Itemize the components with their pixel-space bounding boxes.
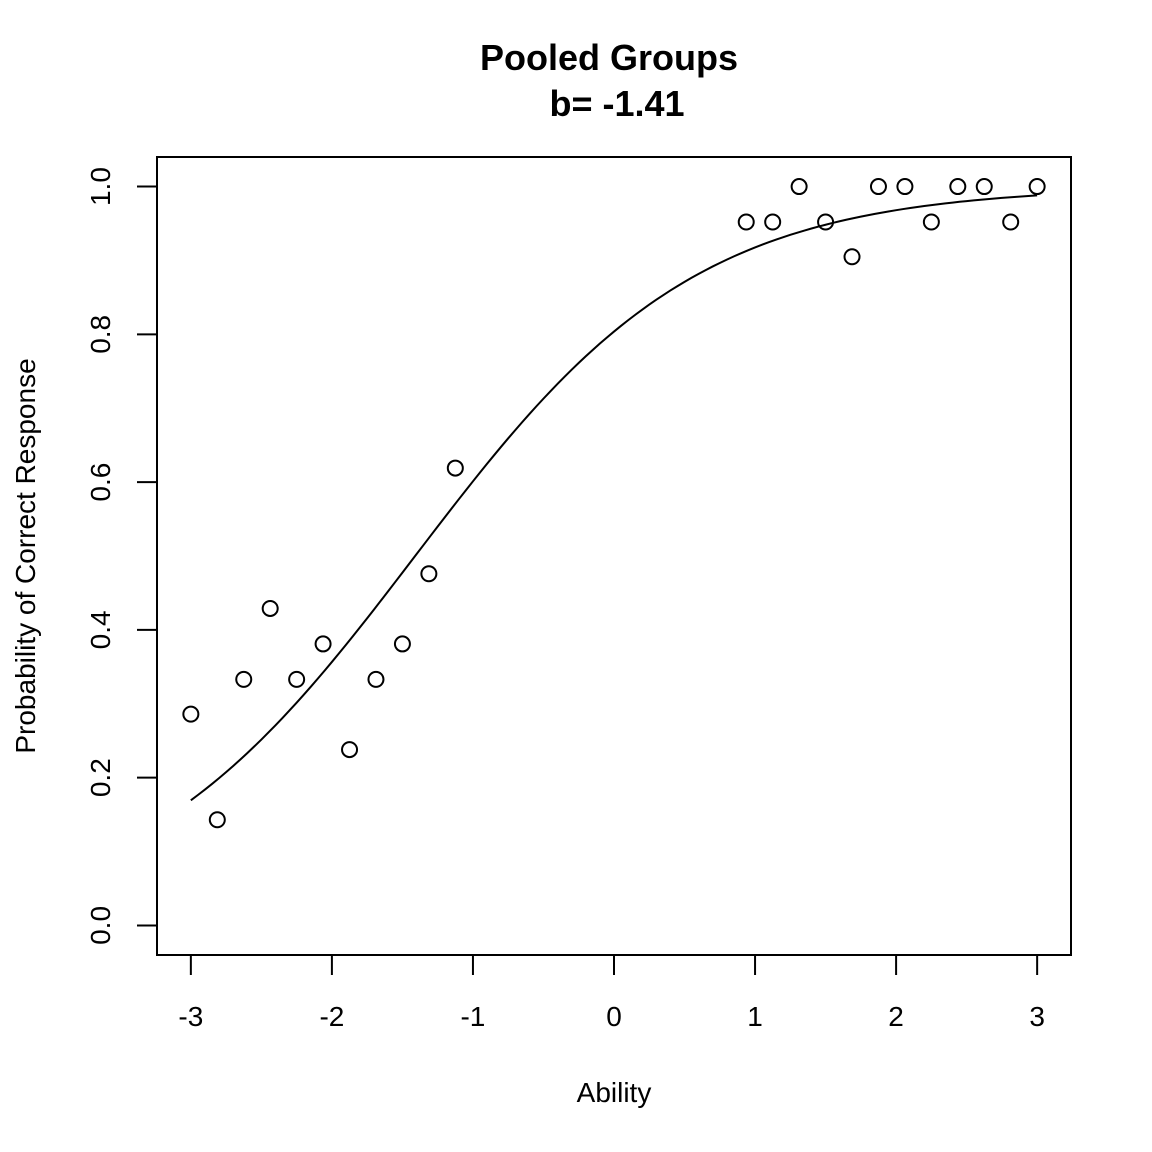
y-tick-label: 0.0 [85, 906, 116, 945]
data-point [1028, 178, 1046, 196]
data-point [446, 459, 464, 477]
y-tick-label: 1.0 [85, 167, 116, 206]
y-axis: 0.0 0.2 0.4 0.6 0.8 1.0 [85, 167, 158, 945]
x-tick-label: -3 [178, 1001, 203, 1032]
data-point [949, 178, 967, 196]
data-point [367, 670, 385, 688]
chart-title: Pooled Groups [480, 37, 738, 78]
x-axis-label: Ability [577, 1077, 652, 1108]
data-point [288, 670, 306, 688]
x-tick-label: 3 [1029, 1001, 1045, 1032]
chart-subtitle: b= -1.41 [549, 83, 684, 124]
data-point [235, 670, 253, 688]
y-tick-label: 0.8 [85, 315, 116, 354]
data-point [896, 178, 914, 196]
data-point [1002, 213, 1020, 231]
data-point [817, 213, 835, 231]
data-point [182, 705, 200, 723]
x-tick-label: -2 [319, 1001, 344, 1032]
data-point [869, 178, 887, 196]
fitted-curve [190, 194, 1038, 802]
data-point [843, 248, 861, 266]
x-axis: -3 -2 -1 0 1 2 3 [178, 954, 1045, 1032]
data-point [420, 565, 438, 583]
data-point [790, 178, 808, 196]
data-point [393, 635, 411, 653]
plot-frame [156, 156, 1072, 956]
data-point [314, 635, 332, 653]
x-tick-label: 2 [888, 1001, 904, 1032]
data-point [922, 213, 940, 231]
data-points [182, 178, 1046, 829]
data-point [975, 178, 993, 196]
data-point [764, 213, 782, 231]
data-point [341, 741, 359, 759]
x-tick-label: 0 [606, 1001, 622, 1032]
y-axis-label: Probability of Correct Response [10, 358, 41, 753]
x-tick-label: 1 [747, 1001, 763, 1032]
data-point [737, 213, 755, 231]
data-point [261, 599, 279, 617]
y-tick-label: 0.4 [85, 610, 116, 649]
x-tick-label: -1 [460, 1001, 485, 1032]
data-point [208, 811, 226, 829]
y-tick-label: 0.6 [85, 463, 116, 502]
y-tick-label: 0.2 [85, 758, 116, 797]
